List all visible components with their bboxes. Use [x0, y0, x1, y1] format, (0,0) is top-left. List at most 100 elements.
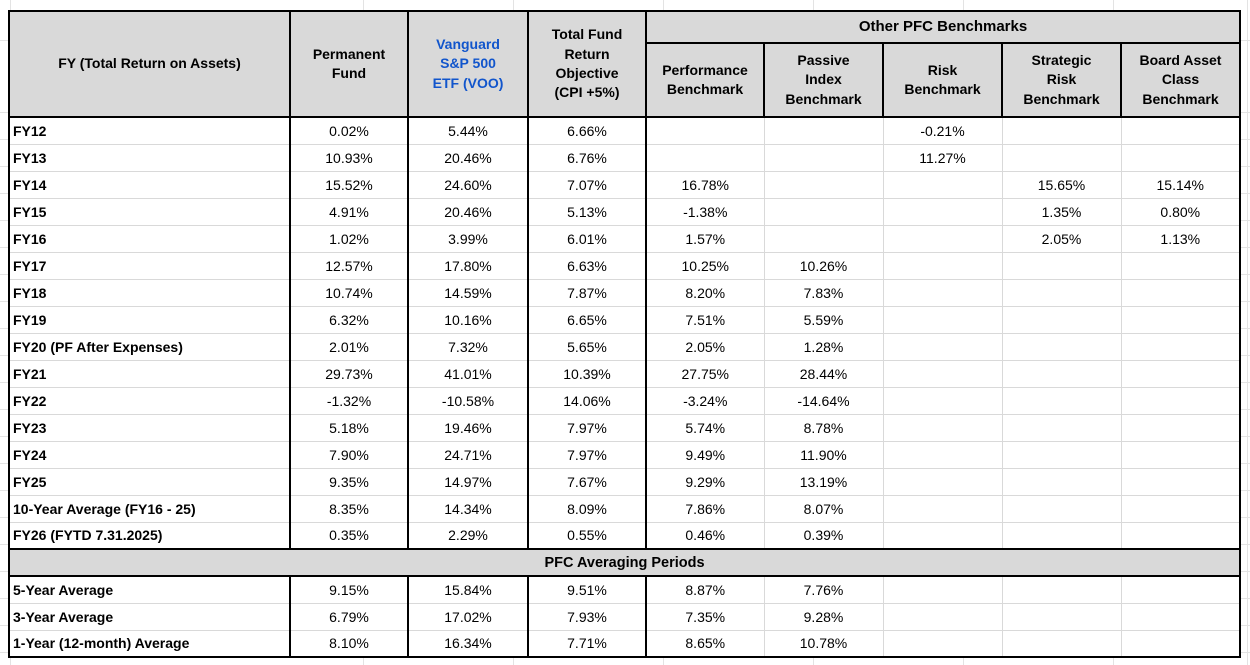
- table-cell[interactable]: [1002, 630, 1122, 658]
- row-label-cell[interactable]: FY18: [9, 279, 291, 307]
- table-cell[interactable]: 6.66%: [528, 117, 647, 145]
- table-cell[interactable]: 15.14%: [1121, 171, 1241, 199]
- row-label-cell[interactable]: FY26 (FYTD 7.31.2025): [9, 522, 291, 550]
- table-cell[interactable]: 7.67%: [528, 468, 647, 496]
- row-label-cell[interactable]: FY13: [9, 144, 291, 172]
- row-label-cell[interactable]: FY15: [9, 198, 291, 226]
- table-cell[interactable]: [1002, 468, 1122, 496]
- table-cell[interactable]: [646, 117, 765, 145]
- table-cell[interactable]: 5.13%: [528, 198, 647, 226]
- table-cell[interactable]: [1002, 144, 1122, 172]
- table-cell[interactable]: 14.59%: [408, 279, 529, 307]
- table-cell[interactable]: [1002, 522, 1122, 550]
- table-cell[interactable]: [1002, 117, 1122, 145]
- row-label-cell[interactable]: 1-Year (12-month) Average: [9, 630, 291, 658]
- table-cell[interactable]: [1121, 576, 1241, 604]
- table-cell[interactable]: 7.86%: [646, 495, 765, 523]
- row-label-cell[interactable]: FY25: [9, 468, 291, 496]
- table-cell[interactable]: [1121, 468, 1241, 496]
- table-cell[interactable]: [1121, 333, 1241, 361]
- table-cell[interactable]: [1002, 414, 1122, 442]
- table-cell[interactable]: 11.90%: [764, 441, 884, 469]
- table-cell[interactable]: 5.65%: [528, 333, 647, 361]
- table-cell[interactable]: 7.87%: [528, 279, 647, 307]
- table-cell[interactable]: [1002, 441, 1122, 469]
- table-cell[interactable]: [883, 495, 1003, 523]
- table-cell[interactable]: [1002, 306, 1122, 334]
- table-cell[interactable]: 7.97%: [528, 414, 647, 442]
- table-cell[interactable]: 7.71%: [528, 630, 647, 658]
- table-cell[interactable]: 7.32%: [408, 333, 529, 361]
- table-cell[interactable]: 29.73%: [290, 360, 409, 388]
- table-cell[interactable]: 9.51%: [528, 576, 647, 604]
- row-label-cell[interactable]: FY12: [9, 117, 291, 145]
- table-cell[interactable]: 7.90%: [290, 441, 409, 469]
- table-cell[interactable]: 8.65%: [646, 630, 765, 658]
- table-cell[interactable]: [1121, 144, 1241, 172]
- table-cell[interactable]: 10.78%: [764, 630, 884, 658]
- table-cell[interactable]: 10.16%: [408, 306, 529, 334]
- table-cell[interactable]: [1002, 333, 1122, 361]
- table-cell[interactable]: 6.32%: [290, 306, 409, 334]
- table-cell[interactable]: 9.35%: [290, 468, 409, 496]
- table-cell[interactable]: 2.01%: [290, 333, 409, 361]
- table-cell[interactable]: [1002, 279, 1122, 307]
- table-cell[interactable]: 7.76%: [764, 576, 884, 604]
- table-cell[interactable]: 20.46%: [408, 198, 529, 226]
- table-cell[interactable]: 4.91%: [290, 198, 409, 226]
- table-cell[interactable]: [883, 252, 1003, 280]
- table-cell[interactable]: 10.25%: [646, 252, 765, 280]
- table-cell[interactable]: 16.34%: [408, 630, 529, 658]
- table-cell[interactable]: [883, 603, 1003, 631]
- table-cell[interactable]: [1121, 495, 1241, 523]
- table-cell[interactable]: [1121, 441, 1241, 469]
- table-cell[interactable]: [1121, 360, 1241, 388]
- table-cell[interactable]: [1002, 360, 1122, 388]
- table-cell[interactable]: 14.06%: [528, 387, 647, 415]
- table-cell[interactable]: [764, 225, 884, 253]
- table-cell[interactable]: 3.99%: [408, 225, 529, 253]
- col-header-fy[interactable]: FY (Total Return on Assets): [8, 10, 291, 118]
- table-cell[interactable]: 5.44%: [408, 117, 529, 145]
- table-cell[interactable]: [1121, 252, 1241, 280]
- table-cell[interactable]: 5.74%: [646, 414, 765, 442]
- table-cell[interactable]: 12.57%: [290, 252, 409, 280]
- table-cell[interactable]: [1121, 306, 1241, 334]
- table-cell[interactable]: [1121, 279, 1241, 307]
- table-cell[interactable]: [883, 630, 1003, 658]
- table-cell[interactable]: [883, 414, 1003, 442]
- table-cell[interactable]: -14.64%: [764, 387, 884, 415]
- row-label-cell[interactable]: FY19: [9, 306, 291, 334]
- table-cell[interactable]: 6.65%: [528, 306, 647, 334]
- table-cell[interactable]: [1121, 603, 1241, 631]
- table-cell[interactable]: [1002, 387, 1122, 415]
- table-cell[interactable]: 20.46%: [408, 144, 529, 172]
- table-cell[interactable]: 27.75%: [646, 360, 765, 388]
- table-cell[interactable]: 9.29%: [646, 468, 765, 496]
- table-cell[interactable]: [883, 225, 1003, 253]
- row-label-cell[interactable]: FY17: [9, 252, 291, 280]
- col-header-performance-benchmark[interactable]: Performance Benchmark: [645, 42, 765, 118]
- table-cell[interactable]: 8.87%: [646, 576, 765, 604]
- table-cell[interactable]: 8.10%: [290, 630, 409, 658]
- table-cell[interactable]: -3.24%: [646, 387, 765, 415]
- row-label-cell[interactable]: FY24: [9, 441, 291, 469]
- table-cell[interactable]: 15.65%: [1002, 171, 1122, 199]
- table-cell[interactable]: 0.39%: [764, 522, 884, 550]
- table-cell[interactable]: -0.21%: [883, 117, 1003, 145]
- table-cell[interactable]: 8.20%: [646, 279, 765, 307]
- col-group-other-pfc-benchmarks[interactable]: Other PFC Benchmarks: [644, 10, 1242, 44]
- table-cell[interactable]: 1.35%: [1002, 198, 1122, 226]
- table-cell[interactable]: 7.07%: [528, 171, 647, 199]
- col-header-permanent-fund[interactable]: Permanent Fund: [289, 10, 409, 118]
- table-cell[interactable]: 14.97%: [408, 468, 529, 496]
- table-cell[interactable]: -10.58%: [408, 387, 529, 415]
- col-header-board-asset-class-benchmark[interactable]: Board Asset Class Benchmark: [1119, 42, 1242, 118]
- table-cell[interactable]: 7.93%: [528, 603, 647, 631]
- table-cell[interactable]: [1121, 522, 1241, 550]
- col-header-strategic-risk-benchmark[interactable]: Strategic Risk Benchmark: [1001, 42, 1122, 118]
- table-cell[interactable]: 9.49%: [646, 441, 765, 469]
- row-label-cell[interactable]: 3-Year Average: [9, 603, 291, 631]
- table-cell[interactable]: -1.38%: [646, 198, 765, 226]
- table-cell[interactable]: 2.05%: [1002, 225, 1122, 253]
